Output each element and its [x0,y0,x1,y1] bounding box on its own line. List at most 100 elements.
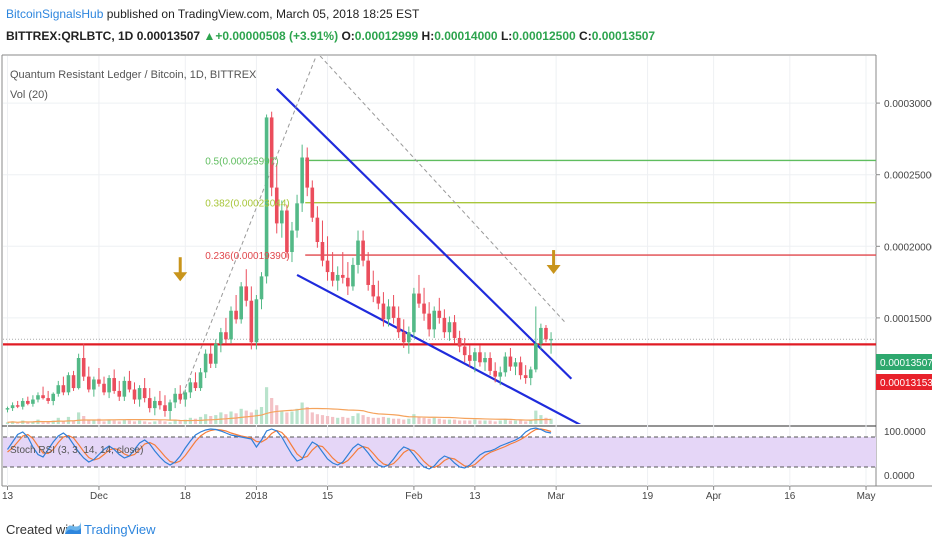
candle-body [274,187,279,224]
candle-body [208,353,213,364]
candle-body [5,408,10,410]
candle-body [427,313,431,330]
candle-body [295,203,299,231]
candle-body [549,339,553,341]
volume-bar [391,418,396,424]
candle-body [244,286,249,301]
volume-bar [351,416,355,424]
volume-bar [524,421,528,424]
candle-body [122,380,127,397]
candle-body [305,157,310,188]
candle-body [46,398,50,401]
candle-body [442,317,447,333]
candle-body [401,332,406,343]
x-tick-label: 15 [322,491,334,502]
volume-bar [320,415,325,424]
candle-body [315,217,320,243]
x-tick-label: May [857,491,876,502]
volume-bar [234,413,238,424]
volume-bar [386,417,391,424]
candle-body [361,240,365,261]
candle-body [198,372,203,389]
volume-bar [305,407,309,424]
volume-bar [371,417,375,424]
candle-body [340,274,345,278]
volume-bar [229,411,233,424]
price-axis: 0.00015000 0.00020000 0.00025000 0.00030000… [876,99,932,482]
candle-body [452,322,457,338]
high-label: H: [421,29,435,43]
stoch-d-line [7,428,552,469]
x-tick-label: 13 [469,491,481,502]
grid [3,56,876,486]
tradingview-link[interactable]: TradingView [84,522,156,537]
candle-body [528,369,533,379]
footer: Created with TradingView [0,510,932,550]
volume-bar [513,420,518,424]
candle-body [422,303,426,314]
volume-bar [117,421,121,424]
volume-bar [315,414,319,424]
candle-body [234,310,238,320]
fib-labels: 0.5(0.00025997) 0.382(0.00023044) 0.236(0.… [205,156,290,262]
candle-body [71,375,76,389]
volume-bar [102,421,106,424]
tradingview-logo-icon [65,522,81,534]
wedge-lower-line [296,273,582,424]
candle-body [513,362,518,367]
volume-bar [71,420,76,424]
high-value: 0.00014000 [434,29,498,43]
candle-body [92,379,96,390]
volume-bar [397,418,401,424]
fib-levels [3,159,876,346]
price-chart[interactable]: Quantum Resistant Ledger / Bitcoin, 1D, … [0,50,932,510]
down-arrow-head-icon [173,272,188,282]
volume-bar [422,417,426,424]
candle-body [412,293,416,333]
low-label: L: [500,29,513,43]
candle-body [213,343,218,364]
volume-bar [447,419,452,424]
candle-body [97,379,101,384]
volume-bar [153,421,157,424]
author-link[interactable]: BitcoinSignalsHub [6,7,104,21]
volume-bar [249,412,253,424]
candle-body [127,380,132,390]
fib-label: 0.5(0.00025997) [205,156,278,167]
candle-body [259,276,264,300]
volume-bar [270,398,274,424]
volume-bar [325,416,330,424]
volume-bar [143,421,147,424]
volume-bar [508,420,513,424]
volume-bar [209,416,213,424]
volume-bar [336,417,340,424]
candle-body [386,306,391,320]
candle-body [66,375,71,393]
volume-bar [452,419,457,424]
volume-bar [518,420,523,424]
volume-bars [5,387,553,424]
volume-bar [254,409,259,424]
candle-body [488,357,492,371]
rsi-label: Stoch RSI (3, 3, 14, 14, close) [10,445,143,456]
candle-body [280,210,284,224]
fib-label: 0.382(0.00023044) [205,199,290,210]
candle-body [61,385,66,393]
y-tick-label: 0.00025000 [884,171,932,182]
candle-body [264,117,269,277]
candle-body [437,310,442,318]
candle-body [396,317,401,333]
candle-body [310,187,315,218]
candle-body [86,376,91,390]
volume-bar [259,407,264,424]
volume-bar [219,412,223,424]
candle-body [173,393,177,403]
x-tick-label: Dec [90,491,108,502]
candle-body [249,300,254,343]
rsi-tick-label: 100.0000 [884,427,926,438]
volume-bar [77,412,81,424]
volume-bar [442,419,446,424]
candle-body [371,284,376,297]
volume-bar [92,420,96,424]
candle-body [229,310,233,340]
